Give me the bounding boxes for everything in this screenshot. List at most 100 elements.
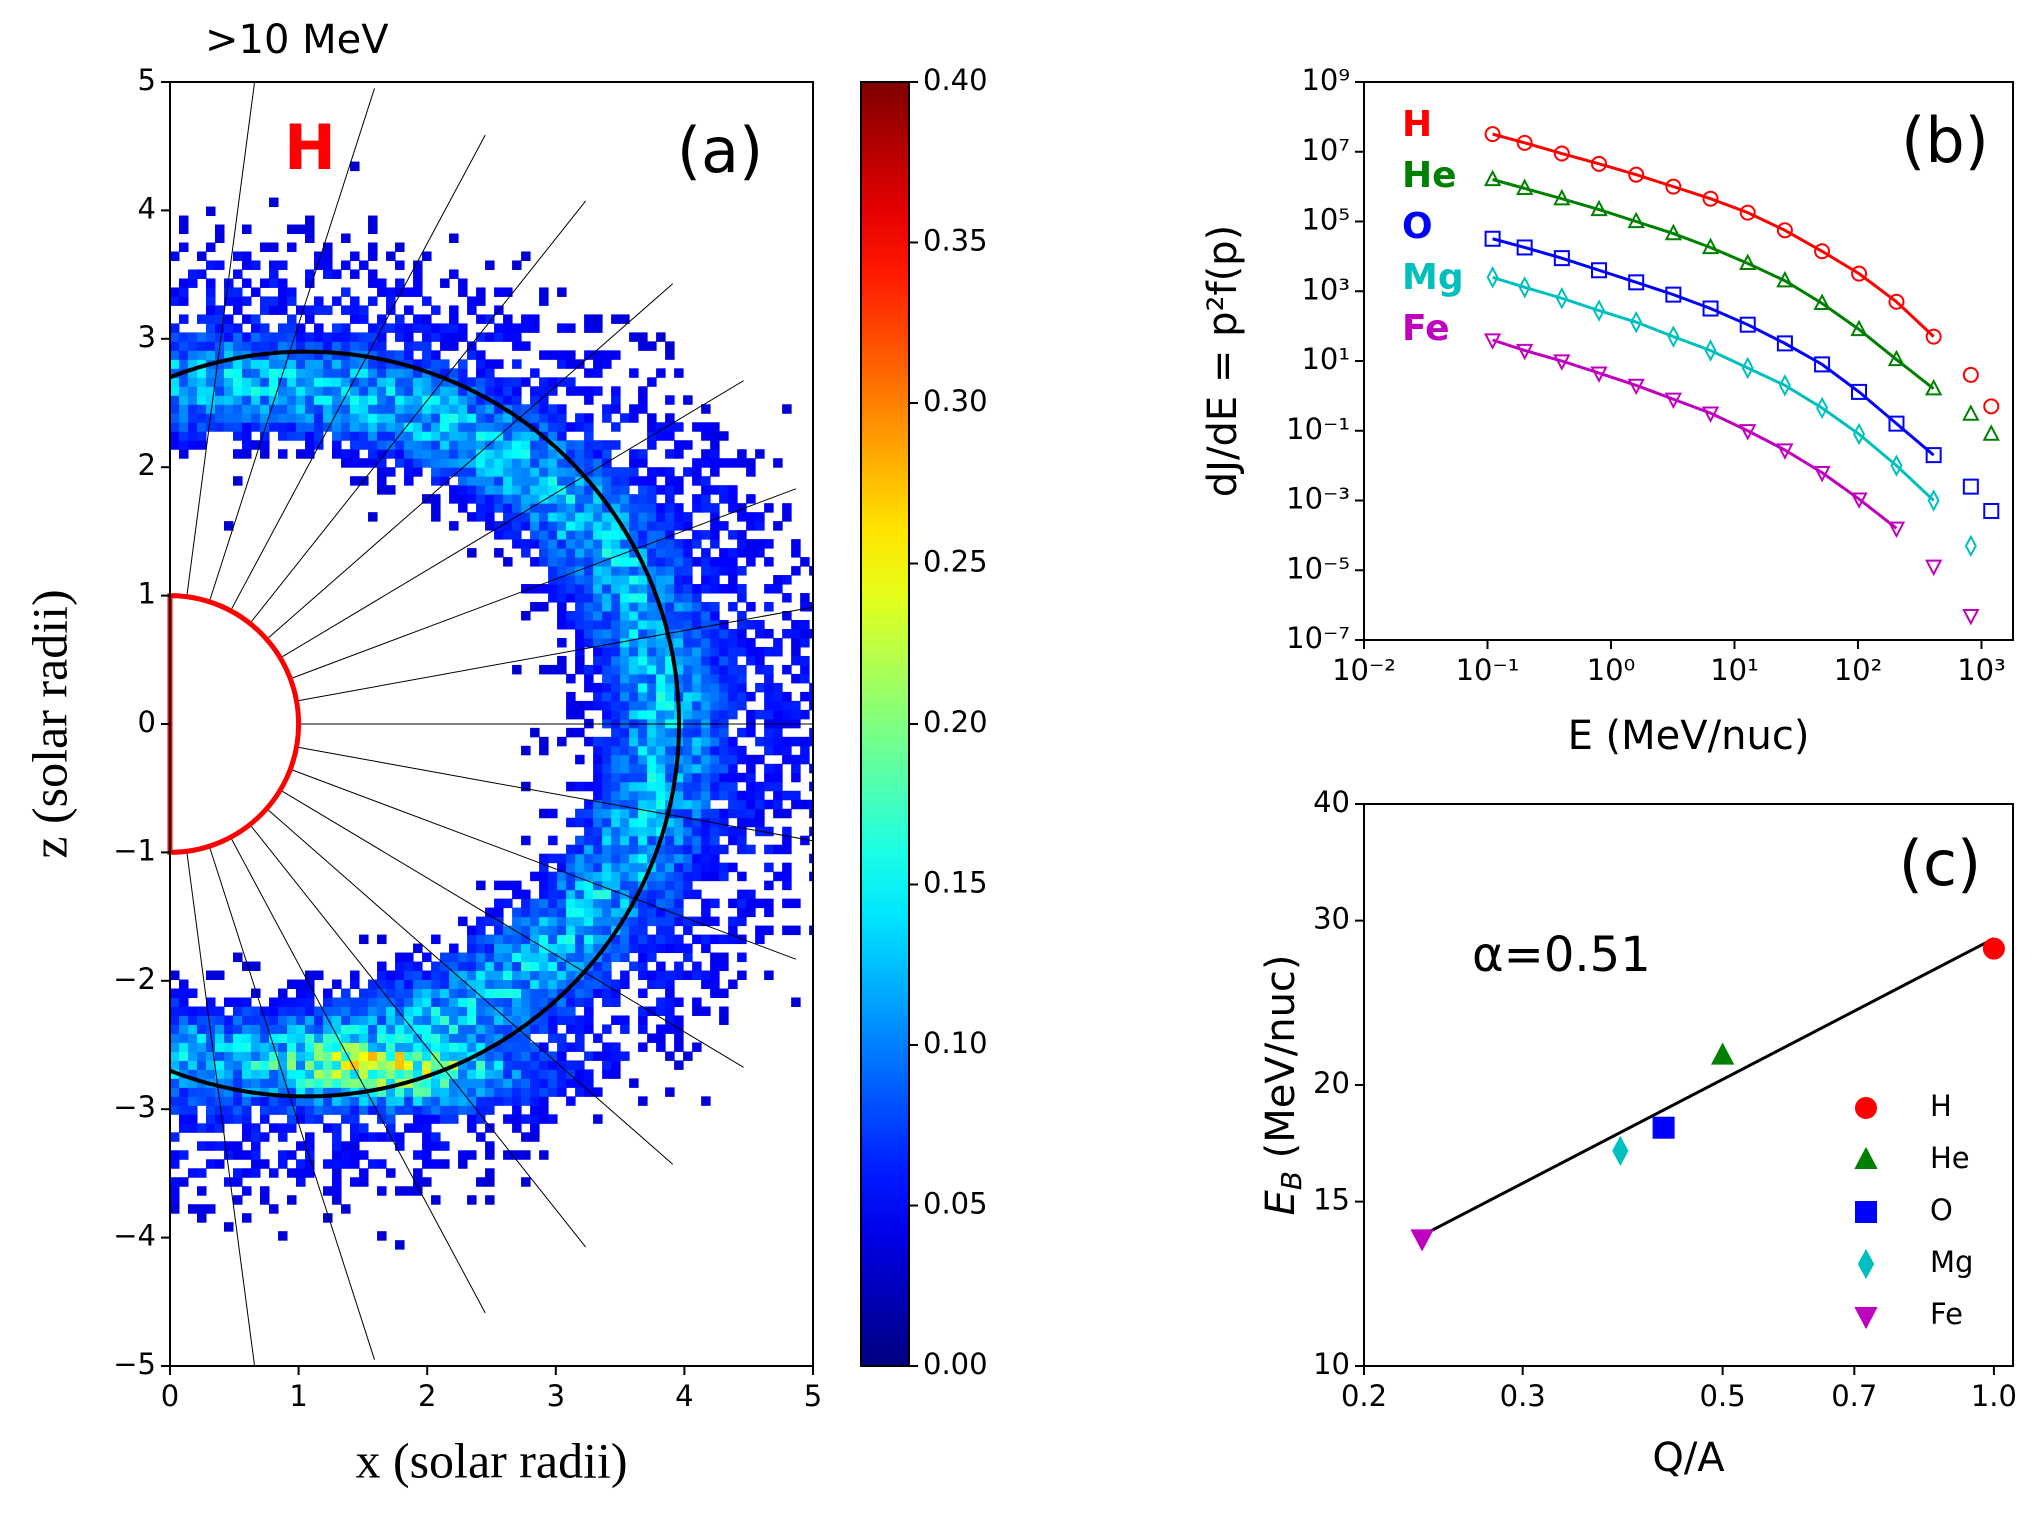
heat-cell xyxy=(692,862,702,873)
heat-cell xyxy=(431,512,441,522)
marker xyxy=(1518,276,1531,299)
heat-cell xyxy=(584,458,594,468)
heat-cell xyxy=(701,853,711,864)
heat-cell xyxy=(350,314,360,324)
heat-cell xyxy=(557,413,567,423)
heat-cell xyxy=(440,359,450,369)
heat-cell xyxy=(341,395,351,405)
heat-cell xyxy=(260,278,270,288)
heat-cell xyxy=(233,1051,243,1061)
heat-cell xyxy=(512,664,522,675)
heat-cell xyxy=(323,377,333,387)
heat-cell xyxy=(422,970,432,981)
heat-cell xyxy=(170,368,180,378)
heat-cell xyxy=(611,979,621,990)
heat-cell xyxy=(656,898,666,909)
heat-cell xyxy=(620,853,630,864)
field-line xyxy=(230,134,486,611)
heat-cell xyxy=(377,1024,387,1034)
heat-cell xyxy=(449,970,459,981)
heat-cell xyxy=(530,907,540,918)
heat-cell xyxy=(800,754,810,765)
heat-cell xyxy=(188,1087,198,1097)
heat-cell xyxy=(458,1015,468,1025)
heat-cell xyxy=(296,1006,306,1016)
heat-cell xyxy=(170,332,180,342)
heat-cell xyxy=(584,467,594,477)
heat-cell xyxy=(503,503,513,513)
heat-cell xyxy=(287,1042,297,1052)
heat-cell xyxy=(197,1123,207,1133)
heat-cell xyxy=(737,844,747,855)
heat-cell xyxy=(665,925,675,936)
heat-cell xyxy=(260,1060,270,1070)
heat-cell xyxy=(530,1060,540,1070)
heat-cell xyxy=(269,305,279,315)
heat-cell xyxy=(431,1024,441,1034)
marker xyxy=(1590,366,1608,383)
heat-cell xyxy=(530,1078,540,1088)
marker xyxy=(1612,1135,1629,1166)
shock-front xyxy=(169,349,681,1099)
heat-cell xyxy=(242,440,252,450)
heat-cell xyxy=(683,745,693,756)
heat-cell xyxy=(728,655,738,666)
heat-cell xyxy=(674,619,684,630)
heat-cell xyxy=(692,853,702,864)
heat-cell xyxy=(629,934,639,945)
heat-cell xyxy=(368,251,378,261)
heat-cell xyxy=(197,350,207,360)
heat-cell xyxy=(332,997,342,1007)
heat-cell xyxy=(728,835,738,846)
heat-cell xyxy=(179,1087,189,1097)
fit-line xyxy=(1492,338,1898,530)
heat-cell xyxy=(197,1141,207,1151)
heat-cell xyxy=(296,431,306,441)
heat-cell xyxy=(647,691,657,702)
heat-cell xyxy=(656,970,666,981)
heat-cell xyxy=(593,494,603,504)
heat-cell xyxy=(413,431,423,441)
heat-cell xyxy=(602,1060,612,1070)
heat-cell xyxy=(611,440,621,450)
heat-cell xyxy=(269,997,279,1007)
heat-cell xyxy=(431,386,441,396)
heat-cell xyxy=(737,754,747,765)
heat-cell xyxy=(350,422,360,432)
heat-cell xyxy=(692,602,702,612)
heat-cell xyxy=(638,961,648,972)
heat-cell xyxy=(701,575,711,585)
heat-cell xyxy=(638,386,648,396)
heat-cell xyxy=(368,1024,378,1034)
heat-cell xyxy=(683,763,693,774)
heat-cell xyxy=(233,1096,243,1106)
heat-cell xyxy=(512,1060,522,1070)
heat-cell xyxy=(611,772,621,783)
heat-cell xyxy=(332,269,342,279)
heat-cell xyxy=(404,305,414,315)
heat-cell xyxy=(485,377,495,387)
heat-cell xyxy=(737,835,747,846)
heat-cell xyxy=(512,359,522,369)
heat-cell xyxy=(764,898,774,909)
heat-cell xyxy=(467,548,477,558)
heat-cell xyxy=(611,808,621,819)
heat-cell xyxy=(494,413,504,423)
heat-cell xyxy=(593,817,603,828)
heat-cell xyxy=(737,673,747,684)
heat-cell xyxy=(656,772,666,783)
heat-cell xyxy=(485,1087,495,1097)
heat-cell xyxy=(440,332,450,342)
colorbar-tick-label: 0.00 xyxy=(923,1347,988,1381)
heat-cell xyxy=(629,458,639,468)
heat-cell xyxy=(323,1159,333,1169)
heat-cell xyxy=(368,449,378,459)
heat-cell xyxy=(314,1087,324,1097)
heat-cell xyxy=(611,1015,621,1025)
heat-cell xyxy=(503,988,513,998)
heat-cell xyxy=(521,781,531,792)
heat-cell xyxy=(170,1024,180,1034)
heat-cell xyxy=(368,979,378,990)
field-line xyxy=(249,200,587,624)
heat-cell xyxy=(710,826,720,837)
